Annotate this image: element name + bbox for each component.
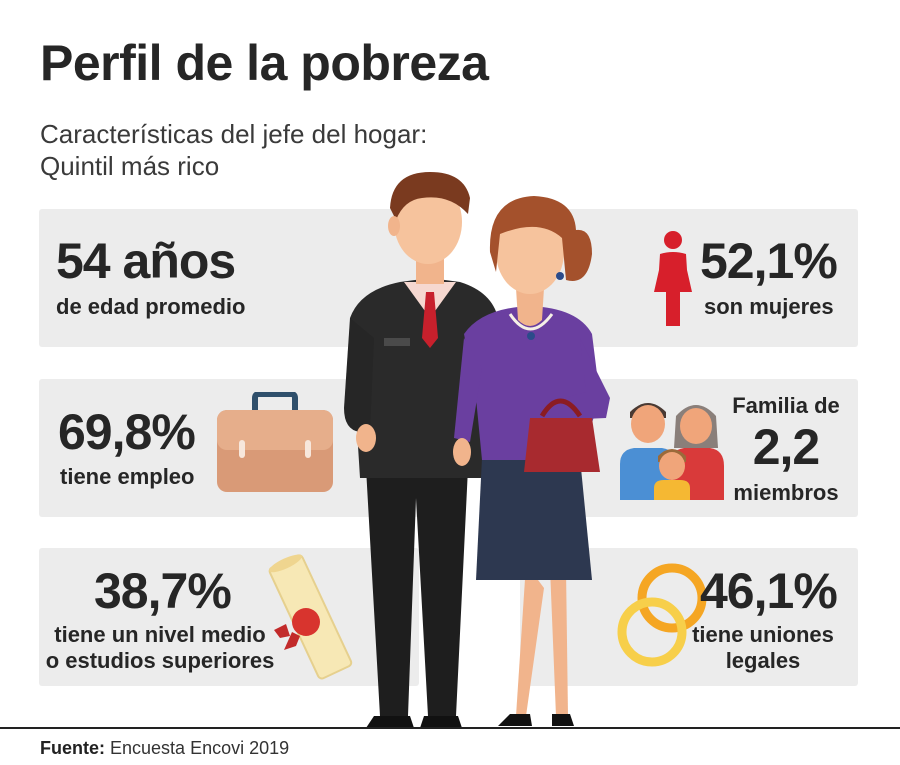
subtitle-line-1: Características del jefe del hogar: — [40, 119, 428, 149]
unions-value: 46,1% — [700, 563, 838, 619]
page-title: Perfil de la pobreza — [40, 35, 489, 91]
employment-value: 69,8% — [58, 404, 196, 460]
unions-label-1: tiene uniones — [692, 622, 834, 647]
rings-icon — [617, 563, 707, 667]
women-label: son mujeres — [704, 294, 834, 319]
age-label: de edad promedio — [56, 294, 246, 319]
family-label-bottom: miembros — [733, 480, 839, 505]
source-text: Encuesta Encovi 2019 — [110, 738, 290, 758]
family-value: 2,2 — [752, 419, 821, 475]
education-label-1: tiene un nivel medio — [54, 622, 266, 647]
woman-icon — [654, 231, 692, 326]
education-label-2: o estudios superiores — [45, 648, 275, 673]
source-label: Fuente: — [40, 738, 105, 758]
diploma-icon — [268, 554, 353, 680]
employment-label: tiene empleo — [60, 464, 195, 489]
family-label-top: Familia de — [732, 393, 840, 418]
footer-divider — [0, 727, 900, 729]
couple-illustration — [344, 172, 610, 728]
source-note: Fuente: Encuesta Encovi 2019 — [40, 738, 289, 759]
subtitle: Características del jefe del hogar: Quin… — [40, 118, 427, 182]
unions-label-2: legales — [725, 648, 801, 673]
briefcase-icon — [217, 392, 333, 492]
subtitle-line-2: Quintil más rico — [40, 151, 220, 181]
education-value: 38,7% — [94, 563, 232, 619]
card-education — [39, 548, 419, 686]
age-value: 54 años — [56, 233, 236, 289]
women-value: 52,1% — [700, 233, 838, 289]
family-icon — [620, 403, 724, 500]
